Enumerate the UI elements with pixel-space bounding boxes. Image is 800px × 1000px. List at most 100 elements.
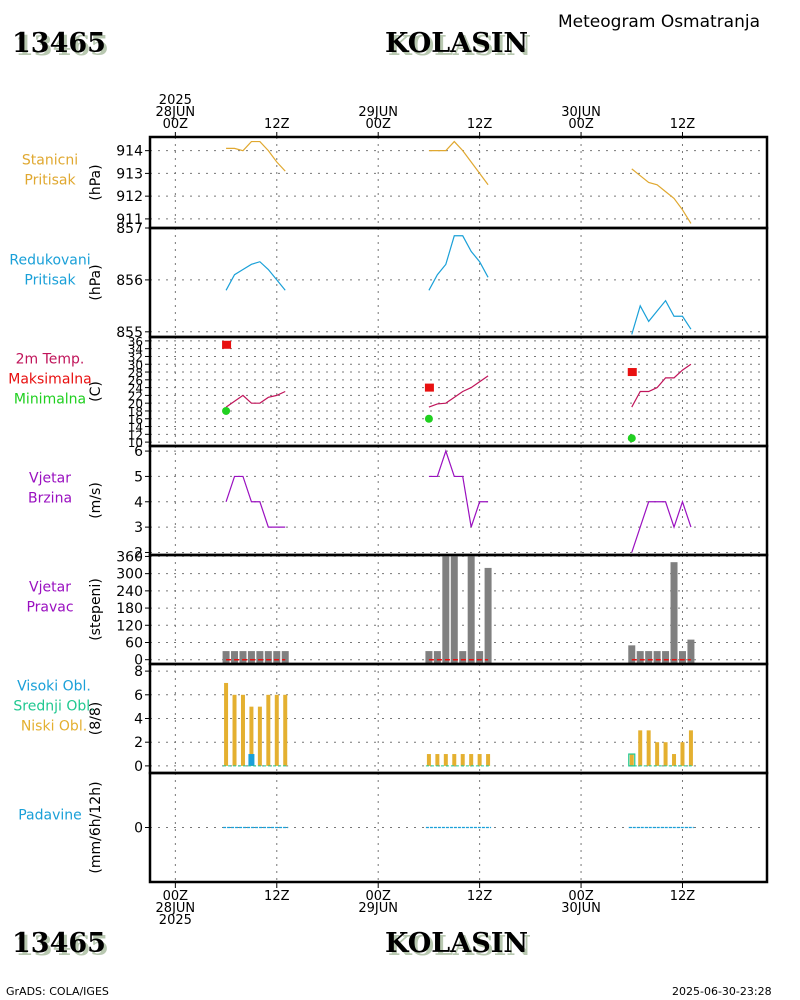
wind-dir-bar xyxy=(653,651,661,664)
low-cloud-bar xyxy=(655,742,660,766)
y-tick-label: 0 xyxy=(134,759,143,775)
tmax-marker xyxy=(222,340,232,349)
wind-dir-bar xyxy=(670,562,678,664)
y-tick-label: 20 xyxy=(128,397,143,411)
y-tick-label: 14 xyxy=(128,421,143,435)
low-cloud-bar xyxy=(274,694,279,766)
y-tick-label: 60 xyxy=(125,635,143,651)
top-time-label: 2025 xyxy=(159,93,192,108)
low-cloud-bar xyxy=(249,706,254,766)
y-tick-label: 4 xyxy=(134,495,143,511)
wind-dir-bar xyxy=(433,651,441,664)
panel-legend-label: Maksimalna xyxy=(8,372,92,388)
bottom-time-label: 00Z xyxy=(568,889,594,904)
bottom-time-label: 30JUN xyxy=(561,901,601,916)
wind-dir-bar xyxy=(476,651,484,664)
y-tick-label: 856 xyxy=(116,273,143,289)
panel-wind_dir xyxy=(145,553,769,666)
panel-reduced_pressure xyxy=(145,226,769,339)
reduced_pressure-line xyxy=(428,235,489,291)
temperature-line xyxy=(225,390,286,408)
panel-frame xyxy=(148,444,769,557)
station-name-bottom: KOLASIN xyxy=(385,928,529,959)
wind-dir-bar xyxy=(450,556,458,664)
panel-legend-label: Pritisak xyxy=(24,173,76,189)
bottom-time-label: 2025 xyxy=(159,913,192,928)
y-tick-label: 4 xyxy=(134,712,143,728)
top-time-label: 28JUN xyxy=(156,105,196,120)
y-tick-label: 857 xyxy=(116,221,143,237)
panel-legend-label: Redukovani xyxy=(9,253,90,269)
low-cloud-bar xyxy=(629,754,634,766)
panel-precip xyxy=(145,771,769,884)
station-id-bottom: 13465 xyxy=(12,928,106,959)
top-time-label: 12Z xyxy=(467,117,493,132)
low-cloud-bar xyxy=(638,730,643,766)
y-tick-label: 0 xyxy=(134,821,143,837)
y-tick-label: 16 xyxy=(128,413,143,427)
y-tick-label: 5 xyxy=(134,469,143,485)
y-axis-unit: (m/s) xyxy=(88,482,104,519)
y-axis-unit: (hPa) xyxy=(88,264,104,300)
station-id-top: 13465 xyxy=(12,28,106,59)
y-tick-label: 18 xyxy=(128,405,143,419)
tmin-marker xyxy=(424,414,433,423)
y-tick-label: 0 xyxy=(134,653,143,669)
y-tick-label: 2 xyxy=(134,735,143,751)
low-cloud-bar xyxy=(646,730,651,766)
top-time-label: 00Z xyxy=(163,117,189,132)
low-cloud-bar xyxy=(486,754,491,766)
wind-dir-bar xyxy=(256,651,264,664)
wind-dir-bar xyxy=(484,567,492,664)
high-cloud-bar xyxy=(248,754,255,766)
panel-station_pressure xyxy=(145,135,769,230)
wind-dir-bar xyxy=(628,645,636,664)
bottom-time-label: 12Z xyxy=(670,889,696,904)
y-tick-label: 8 xyxy=(134,664,143,680)
wind-dir-bar xyxy=(645,651,653,664)
panel-frame xyxy=(148,226,769,339)
wind-dir-bar xyxy=(273,651,281,664)
y-tick-label: 6 xyxy=(134,444,143,460)
wind-dir-bar xyxy=(425,651,433,664)
low-cloud-bar xyxy=(477,754,482,766)
wind-dir-bar xyxy=(459,651,467,664)
y-tick-label: 36 xyxy=(128,335,143,349)
chart-subtitle: Meteogram Osmatranja xyxy=(558,12,761,32)
wind-dir-bar xyxy=(687,639,695,664)
y-tick-label: 26 xyxy=(128,374,143,388)
low-cloud-bar xyxy=(283,694,288,766)
y-axis-unit: (stepeni) xyxy=(88,578,104,641)
low-cloud-bar xyxy=(460,754,465,766)
y-tick-label: 120 xyxy=(116,618,143,634)
wind-line xyxy=(225,475,286,528)
y-tick-label: 10 xyxy=(128,436,143,450)
top-time-label: 00Z xyxy=(365,117,391,132)
reduced_pressure-line xyxy=(631,299,692,335)
wind-dir-bar xyxy=(281,651,289,664)
y-tick-label: 180 xyxy=(116,601,143,617)
station_pressure-line xyxy=(428,140,489,186)
y-tick-label: 28 xyxy=(128,366,143,380)
y-tick-label: 32 xyxy=(128,350,143,364)
y-tick-label: 240 xyxy=(116,584,143,600)
y-tick-label: 911 xyxy=(116,212,143,228)
y-tick-label: 914 xyxy=(116,144,143,160)
y-tick-label: 360 xyxy=(116,549,143,565)
y-tick-label: 912 xyxy=(116,189,143,205)
panel-legend-label: Padavine xyxy=(18,808,82,824)
tmax-marker xyxy=(627,368,637,377)
tmin-marker xyxy=(627,434,636,443)
wind-dir-bar xyxy=(231,651,239,664)
tmin-marker xyxy=(222,406,231,415)
panel-temperature xyxy=(145,335,769,448)
temperature-line xyxy=(631,363,692,408)
panel-legend-label: Pravac xyxy=(26,600,73,616)
station_pressure-line xyxy=(631,168,692,224)
top-time-label: 12Z xyxy=(264,117,290,132)
wind-dir-bar xyxy=(247,651,255,664)
y-tick-label: 12 xyxy=(128,428,143,442)
y-axis-unit: (8/8) xyxy=(88,702,104,735)
low-cloud-bar xyxy=(266,694,271,766)
